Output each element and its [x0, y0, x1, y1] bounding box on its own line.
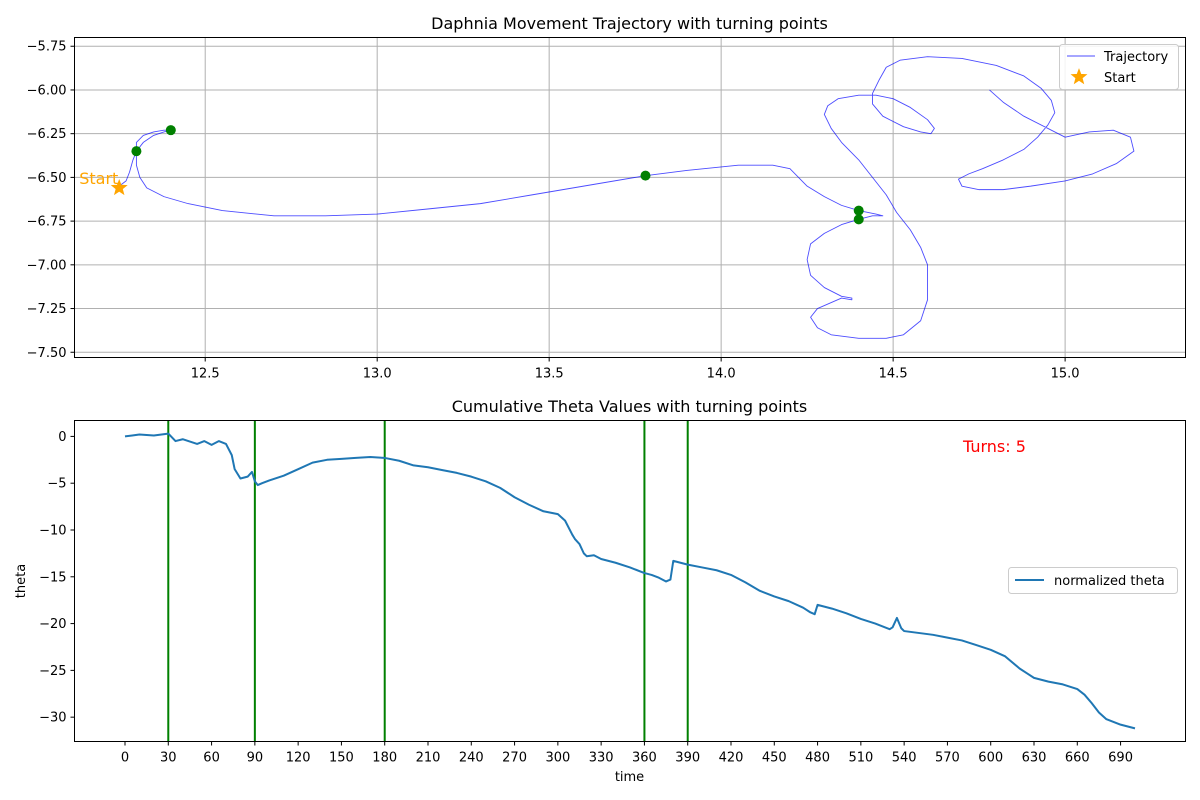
theta-legend: normalized theta [1008, 567, 1178, 594]
trajectory-legend: Trajectory Start [1059, 44, 1179, 90]
theta-y-tick-label: −5 [47, 477, 66, 492]
start-annotation: Start [79, 169, 118, 188]
normalized-theta-line [124, 432, 1136, 730]
theta-x-tick-label: 420 [719, 751, 744, 766]
theta-x-tick-label: 570 [935, 751, 960, 766]
theta-x-tick-label: 240 [459, 751, 484, 766]
theta-x-tick-label: 330 [589, 751, 614, 766]
trajectory-y-tick-label: −6.75 [27, 215, 67, 230]
turning-point-marker [165, 125, 176, 136]
trajectory-x-tick-label: 12.5 [191, 367, 220, 382]
theta-x-axis-label: time [615, 770, 644, 785]
trajectory-x-tick-label: 13.0 [363, 367, 392, 382]
trajectory-y-tick-label: −5.75 [27, 40, 67, 55]
theta-x-tick-label: 180 [372, 751, 397, 766]
theta-y-tick-label: −25 [39, 664, 66, 679]
trajectory-y-tick-label: −6.00 [27, 83, 67, 98]
theta-x-tick-label: 210 [416, 751, 441, 766]
theta-x-tick-label: 660 [1065, 751, 1090, 766]
trajectory-x-tick-label: 15.0 [1051, 367, 1080, 382]
theta-y-axis-label: theta [14, 564, 29, 598]
turning-point-marker [131, 146, 142, 157]
turning-point-marker [853, 205, 864, 216]
trajectory-y-tick-label: −7.50 [27, 346, 67, 361]
theta-turning-lines [167, 420, 689, 742]
start-marker-group: Start [79, 169, 128, 196]
theta-chart: Cumulative Theta Values with turning poi… [14, 397, 1186, 785]
theta-x-tick-label: 630 [1022, 751, 1047, 766]
trajectory-grid [74, 37, 1186, 358]
theta-x-tick-label: 600 [978, 751, 1003, 766]
theta-y-tick-label: −10 [39, 523, 66, 538]
theta-x-tick-label: 360 [632, 751, 657, 766]
theta-y-tick-label: −15 [39, 570, 66, 585]
theta-x-tick-label: 0 [121, 751, 129, 766]
theta-plot-area [124, 432, 1136, 730]
legend-theta-label: normalized theta [1054, 574, 1165, 589]
trajectory-line [118, 56, 1135, 339]
trajectory-chart: Daphnia Movement Trajectory with turning… [27, 14, 1186, 382]
theta-x-tick-label: 390 [675, 751, 700, 766]
theta-y-ticks: 0 −5 −10 −15 −20 −25 −30 [39, 430, 75, 726]
theta-legend-box [1008, 567, 1178, 594]
trajectory-plot-area [118, 56, 1135, 339]
theta-x-tick-label: 540 [892, 751, 917, 766]
trajectory-y-ticks: −7.50 −7.25 −7.00 −6.75 −6.50 −6.25 −6.00 −5.75 [27, 40, 75, 361]
theta-x-tick-label: 90 [247, 751, 264, 766]
trajectory-x-tick-label: 14.5 [879, 367, 908, 382]
legend-trajectory-label: Trajectory [1103, 50, 1168, 65]
trajectory-y-tick-label: −7.00 [27, 258, 67, 273]
theta-x-tick-label: 480 [805, 751, 830, 766]
trajectory-x-ticks: 12.5 13.0 13.5 14.0 14.5 15.0 [191, 357, 1080, 382]
theta-x-tick-label: 270 [502, 751, 527, 766]
theta-x-ticks: 0 30 60 90 120 150 180 210 240 270 300 330 360 390 420… [121, 741, 1133, 766]
legend-start-swatch [1070, 68, 1088, 85]
theta-chart-title: Cumulative Theta Values with turning poi… [452, 397, 808, 416]
trajectory-x-tick-label: 13.5 [535, 367, 564, 382]
theta-x-tick-label: 120 [286, 751, 311, 766]
trajectory-chart-title: Daphnia Movement Trajectory with turning… [431, 14, 828, 33]
theta-y-tick-label: −30 [39, 711, 66, 726]
trajectory-y-tick-label: −6.25 [27, 127, 67, 142]
theta-x-tick-label: 30 [160, 751, 177, 766]
turning-point-marker [853, 214, 864, 225]
trajectory-axes-frame [74, 37, 1186, 358]
theta-axes-frame [74, 420, 1186, 742]
theta-x-tick-label: 150 [329, 751, 354, 766]
trajectory-turning-points [131, 125, 864, 225]
theta-x-tick-label: 510 [848, 751, 873, 766]
theta-x-tick-label: 450 [762, 751, 787, 766]
trajectory-y-tick-label: −7.25 [27, 302, 67, 317]
theta-x-tick-label: 300 [545, 751, 570, 766]
theta-x-tick-label: 690 [1108, 751, 1133, 766]
start-star-marker [110, 178, 128, 196]
theta-y-tick-label: 0 [58, 430, 66, 445]
theta-x-tick-label: 60 [203, 751, 220, 766]
turns-annotation: Turns: 5 [962, 437, 1026, 456]
theta-y-tick-label: −20 [39, 617, 66, 632]
trajectory-x-tick-label: 14.0 [707, 367, 736, 382]
trajectory-y-tick-label: −6.50 [27, 171, 67, 186]
legend-start-label: Start [1104, 71, 1136, 86]
turning-point-marker [640, 170, 651, 181]
